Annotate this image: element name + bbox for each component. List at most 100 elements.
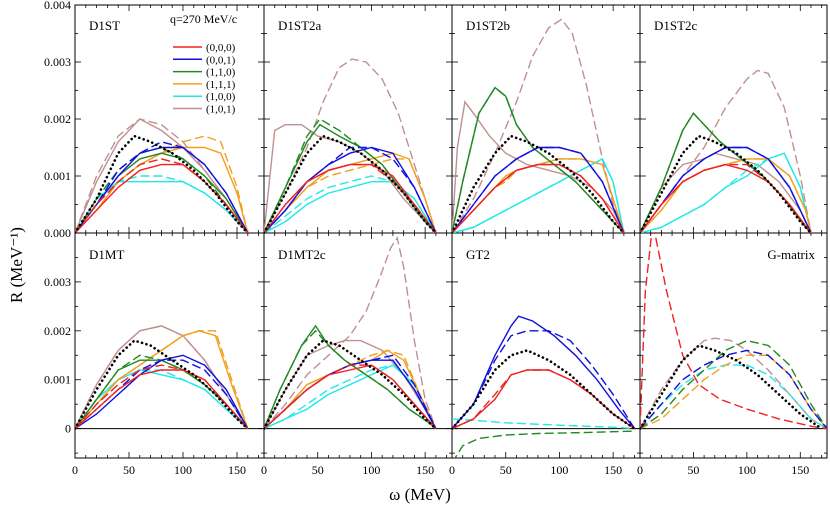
curve-c110s	[264, 324, 437, 430]
curve-c000s	[452, 163, 625, 233]
curve-c001s	[452, 146, 625, 233]
curve-c101d	[640, 69, 812, 233]
panel-frames	[74, 4, 828, 459]
curve-c111d	[640, 158, 812, 233]
curve-c100s	[264, 181, 437, 233]
curve-c101s	[75, 118, 249, 233]
y-tick-label: 0.002	[44, 112, 71, 126]
curve-c000d	[452, 369, 635, 430]
x-tick-label: 100	[174, 463, 192, 477]
panel-d1mt2c	[264, 236, 438, 430]
curve-c101d	[264, 236, 437, 430]
curve-ref	[75, 134, 250, 233]
curve-ref	[640, 344, 823, 430]
curve-c101s	[640, 152, 812, 233]
x-tick-label: 150	[791, 463, 809, 477]
curve-c001d	[452, 330, 636, 430]
curve-c000d	[640, 233, 827, 430]
curve-c110d	[75, 354, 249, 430]
panel-d1st	[75, 118, 250, 233]
curve-c001s	[452, 315, 636, 430]
curve-c000s	[264, 364, 437, 430]
curve-c110d	[452, 86, 625, 233]
curve-c000s	[264, 163, 437, 233]
panel-labels: 0 50 100 150 0 50 100 150 0 50 100 150 0 50 100 150 0.00…	[44, 0, 815, 477]
panel-gt2	[452, 315, 636, 458]
y-tick-label: 0.003	[44, 55, 71, 69]
curve-c100s	[452, 157, 625, 233]
curve-ref	[452, 349, 636, 430]
curve-c110s	[640, 112, 812, 233]
curve-c000s	[75, 369, 249, 430]
legend-label: (1,1,0)	[206, 67, 236, 79]
curve-c110s	[452, 86, 625, 233]
curve-c101d	[75, 118, 249, 233]
legend-label: (0,0,1)	[206, 54, 236, 66]
curve-c100s	[75, 181, 249, 233]
y-tick-label: 0.000	[44, 226, 71, 240]
curve-c100d	[452, 157, 625, 233]
x-tick-label: 150	[416, 463, 434, 477]
panel-label: D1ST2a	[278, 18, 322, 33]
curve-c001s	[75, 354, 249, 430]
curve-c100s	[264, 364, 437, 430]
x-tick-label: 50	[312, 463, 324, 477]
plot-frame	[74, 4, 828, 459]
panel-d1st2b	[452, 18, 626, 233]
legend-label: (0,0,0)	[206, 42, 236, 54]
x-tick-label: 150	[604, 463, 622, 477]
curve-c111s	[264, 152, 437, 233]
legend-title: q=270 MeV/c	[170, 12, 237, 26]
x-tick-label: 100	[362, 463, 380, 477]
curve-c110s	[264, 123, 437, 233]
panel-label: D1MT2c	[278, 247, 326, 262]
curve-c111s	[75, 330, 249, 430]
curve-c110d	[640, 339, 827, 430]
curve-c111d	[75, 330, 249, 430]
curve-c101s	[452, 100, 625, 233]
panel-d1mt	[75, 325, 250, 430]
y-tick-label: 0.003	[44, 275, 71, 289]
data-curves	[75, 18, 827, 458]
x-axis-title: ω (MeV)	[389, 485, 451, 504]
curve-ref	[264, 339, 438, 430]
curve-ref	[264, 134, 438, 233]
curve-c000s	[640, 163, 812, 233]
legend-label: (1,1,1)	[206, 79, 236, 91]
curve-ref	[640, 134, 813, 233]
x-tick-label: 50	[123, 463, 135, 477]
panel-label: D1ST2c	[654, 18, 698, 33]
x-tick-label: 100	[738, 463, 756, 477]
panel-label: D1MT	[89, 247, 124, 262]
x-tick-label: 0	[637, 463, 643, 477]
curve-c111s	[452, 158, 625, 233]
x-tick-label: 0	[449, 463, 455, 477]
x-tick-label: 50	[687, 463, 699, 477]
curve-c001d	[640, 349, 827, 430]
panel-label: D1ST2b	[466, 18, 510, 33]
curve-c111s	[75, 146, 249, 233]
curve-c100d	[640, 364, 827, 430]
x-tick-label: 100	[550, 463, 568, 477]
curve-c001s	[264, 146, 437, 233]
x-tick-label: 150	[228, 463, 246, 477]
legend-label: (1,0,1)	[206, 104, 236, 116]
curve-c101s	[264, 124, 437, 233]
y-axis-title: R (MeV⁻¹)	[7, 227, 26, 303]
panel-label: GT2	[466, 247, 490, 262]
curve-c111d	[452, 158, 625, 233]
x-tick-label: 0	[72, 463, 78, 477]
curve-c110d	[264, 118, 437, 233]
y-tick-label: 0	[65, 422, 71, 436]
curve-c111s	[640, 158, 812, 233]
curve-c100s	[75, 369, 249, 430]
legend-label: (1,0,0)	[206, 91, 236, 103]
curve-c000s	[452, 369, 635, 430]
panel-d1st2c	[640, 69, 813, 233]
y-tick-label: 0.004	[44, 0, 71, 12]
y-tick-label: 0.001	[44, 169, 71, 183]
curve-c111d	[640, 354, 827, 430]
curve-c110d	[75, 146, 249, 233]
curve-c100s	[640, 152, 812, 233]
